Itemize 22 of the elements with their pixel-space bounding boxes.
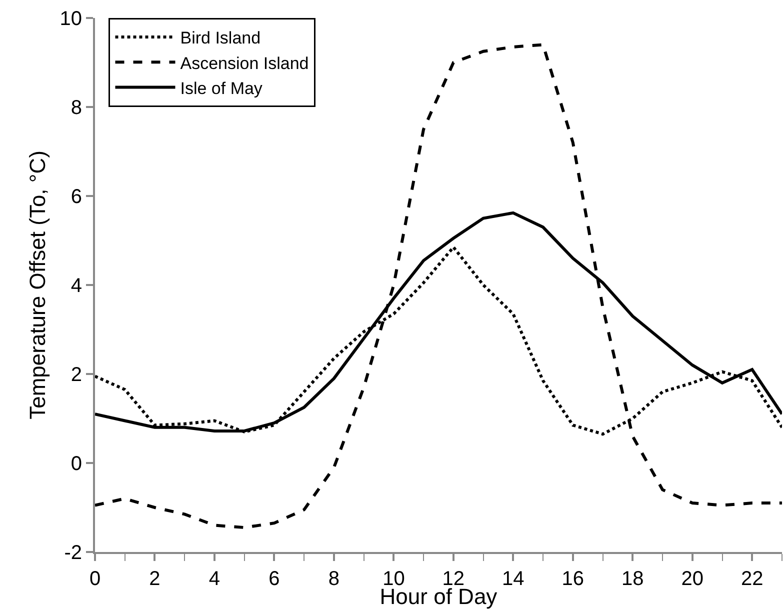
x-tick-label: 14 xyxy=(502,568,524,590)
x-tick-label: 20 xyxy=(681,568,704,590)
y-tick-label: 4 xyxy=(70,275,82,297)
y-tick-label: -2 xyxy=(64,542,82,564)
x-tick-label: 6 xyxy=(268,568,280,590)
x-tick-label: 8 xyxy=(328,568,340,590)
x-tick-label: 4 xyxy=(208,568,220,590)
legend-label: Isle of May xyxy=(180,78,263,98)
x-tick-label: 2 xyxy=(149,568,160,590)
x-tick-label: 0 xyxy=(89,568,101,590)
y-tick-label: 2 xyxy=(70,364,82,386)
y-tick-label: 8 xyxy=(70,97,82,119)
y-axis-title: Temperature Offset (To, °C) xyxy=(25,150,50,420)
y-tick-label: 10 xyxy=(60,8,82,30)
x-tick-label: 16 xyxy=(562,568,584,590)
x-tick-label: 18 xyxy=(622,568,644,590)
legend-label: Bird Island xyxy=(180,28,261,48)
y-tick-label: 0 xyxy=(70,453,82,475)
x-tick-label: 22 xyxy=(741,568,764,590)
legend-label: Ascension Island xyxy=(180,54,309,73)
y-tick-label: 6 xyxy=(70,186,82,208)
line-series xyxy=(95,43,782,530)
